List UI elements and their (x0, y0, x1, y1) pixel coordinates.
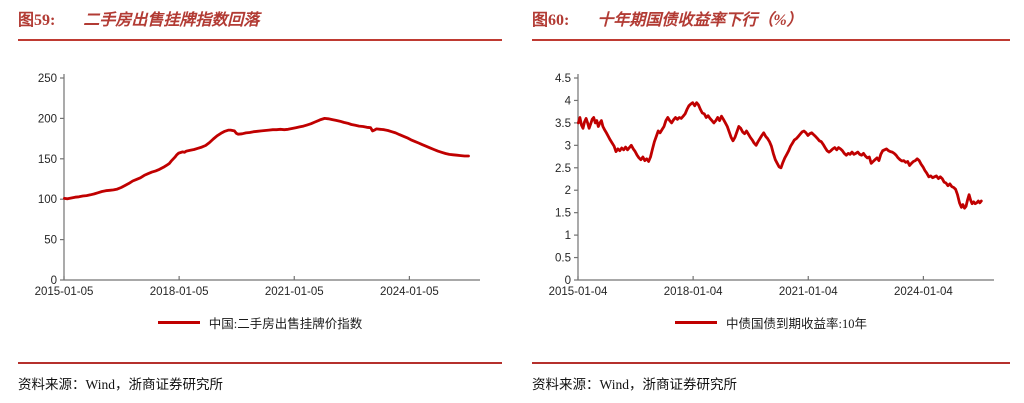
svg-text:2015-01-05: 2015-01-05 (35, 286, 94, 297)
figure-60-header: 图60: 十年期国债收益率下行（%） (532, 11, 1010, 30)
svg-text:2021-01-05: 2021-01-05 (265, 286, 324, 297)
svg-text:1.5: 1.5 (555, 208, 571, 220)
svg-text:250: 250 (38, 73, 57, 85)
figure-60: 图60: 十年期国债收益率下行（%） 0 0.5 1 1.5 2 2.5 3 3.5 4 4.5 2… (532, 0, 1010, 403)
svg-text:0.5: 0.5 (555, 253, 571, 265)
svg-text:0: 0 (565, 275, 571, 287)
svg-text:0: 0 (51, 275, 57, 287)
figure-60-number: 图60: (532, 12, 570, 29)
svg-text:2015-01-04: 2015-01-04 (549, 286, 608, 297)
svg-text:2.5: 2.5 (555, 163, 571, 175)
figure-60-source-block: 资料来源：Wind，浙商证券研究所 (532, 362, 1010, 393)
svg-text:2018-01-05: 2018-01-05 (150, 286, 209, 297)
figure-59-title-rule (18, 39, 502, 41)
figure-60-legend: 中债国债到期收益率:10年 (532, 313, 1010, 332)
figure-59-title: 二手房出售挂牌指数回落 (83, 12, 260, 29)
figure-60-title: 十年期国债收益率下行（%） (597, 12, 803, 29)
legend-label: 中债国债到期收益率:10年 (726, 317, 867, 331)
figure-60-source-text: 资料来源：Wind，浙商证券研究所 (532, 377, 737, 392)
svg-text:2: 2 (565, 185, 571, 197)
figure-59: 图59: 二手房出售挂牌指数回落 0 50 100 150 200 250 2015-01-… (18, 0, 502, 403)
svg-text:150: 150 (38, 154, 57, 166)
figure-60-source-rule (532, 362, 1010, 364)
figure-59-source-rule (18, 362, 502, 364)
legend-line-swatch (675, 321, 717, 324)
figure-59-legend: 中国:二手房出售挂牌价指数 (18, 313, 502, 332)
svg-text:50: 50 (44, 235, 57, 247)
svg-text:4.5: 4.5 (555, 73, 571, 85)
figure-59-header: 图59: 二手房出售挂牌指数回落 (18, 11, 502, 30)
svg-text:2024-01-05: 2024-01-05 (380, 286, 439, 297)
svg-text:2018-01-04: 2018-01-04 (664, 286, 723, 297)
figure-59-number: 图59: (18, 12, 56, 29)
legend-line-swatch (157, 321, 200, 324)
figure-59-line-chart: 0 50 100 150 200 250 2015-01-05 2018-01-05 2021-… (18, 65, 502, 297)
figure-60-title-rule (532, 39, 1010, 41)
svg-text:200: 200 (38, 113, 57, 125)
figure-59-source-block: 资料来源：Wind，浙商证券研究所 (18, 362, 502, 393)
svg-text:2021-01-04: 2021-01-04 (779, 286, 838, 297)
svg-text:100: 100 (38, 194, 57, 206)
svg-text:4: 4 (565, 95, 572, 107)
figure-60-line-chart: 0 0.5 1 1.5 2 2.5 3 3.5 4 4.5 2015-01-04 2018-01-04… (532, 65, 1010, 297)
svg-text:3: 3 (565, 140, 571, 152)
figure-59-source-text: 资料来源：Wind，浙商证券研究所 (18, 377, 223, 392)
legend-label: 中国:二手房出售挂牌价指数 (208, 317, 363, 331)
svg-text:2024-01-04: 2024-01-04 (894, 286, 953, 297)
svg-text:3.5: 3.5 (555, 118, 571, 130)
svg-text:1: 1 (565, 230, 571, 242)
